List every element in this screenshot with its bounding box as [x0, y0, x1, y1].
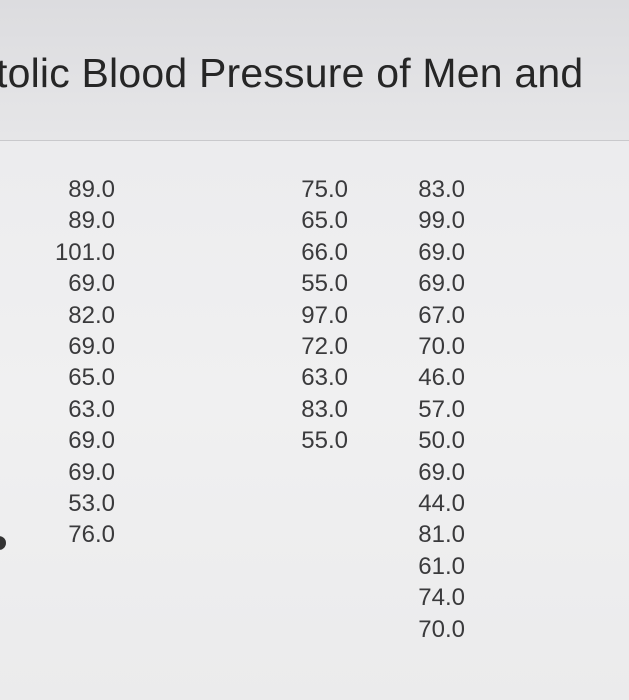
table-cell: 65.0 — [68, 364, 115, 392]
table-cell: 69.0 — [68, 270, 115, 298]
table-cell: 69.0 — [68, 458, 115, 486]
table-cell: 53.0 — [68, 490, 115, 517]
table-cell: 69.0 — [418, 238, 465, 266]
table-cell: 89.0 — [68, 207, 115, 235]
table-cell: 61.0 — [418, 552, 465, 580]
table-cell: 70.0 — [418, 615, 465, 643]
table-cell: 55.0 — [301, 270, 348, 298]
table-cell: 69.0 — [418, 270, 465, 298]
table-cell: 63.0 — [301, 364, 348, 392]
table-cell: 81.0 — [418, 521, 465, 549]
table-cell: 83.0 — [301, 395, 348, 423]
table-cell: 99.0 — [418, 207, 465, 235]
table-cell: 74.0 — [418, 584, 465, 612]
table-title: tolic Blood Pressure of Men and — [0, 50, 584, 96]
table-cell: 65.0 — [301, 207, 348, 235]
table-cell: 67.0 — [418, 301, 465, 329]
table-cell: 97.0 — [301, 301, 348, 329]
table-cell: 66.0 — [301, 238, 348, 266]
table-cell: 70.0 — [418, 333, 465, 360]
table-cell: 72.0 — [301, 333, 348, 360]
table-cell: 89.0 — [68, 176, 115, 203]
table-cell: 55.0 — [301, 427, 348, 455]
table-cell: 63.0 — [68, 395, 115, 423]
table-cell: 82.0 — [68, 301, 115, 329]
table-cell: 83.0 — [418, 176, 465, 203]
table-cell: 69.0 — [68, 333, 115, 360]
table-cell: 101.0 — [54, 238, 115, 266]
table-cell: 46.0 — [418, 364, 465, 392]
table-cell: 69.0 — [418, 458, 465, 486]
header-rule — [0, 140, 629, 141]
table-cell: 44.0 — [418, 490, 465, 517]
table-cell: 76.0 — [68, 521, 115, 549]
table-cell: 75.0 — [301, 176, 348, 203]
table-cell: 50.0 — [418, 427, 465, 455]
table-cell: 69.0 — [68, 427, 115, 455]
row-marker — [0, 536, 6, 550]
table-cell: 57.0 — [418, 395, 465, 423]
